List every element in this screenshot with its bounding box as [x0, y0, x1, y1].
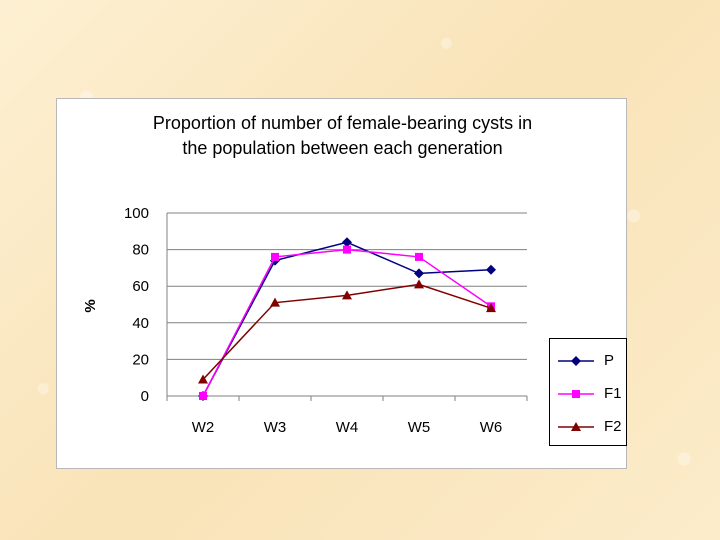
legend-item-f2: F2 [550, 417, 626, 437]
legend-item-p: P [550, 351, 626, 371]
point-p-w4 [342, 237, 352, 248]
x-tick-label-w4: W4 [336, 419, 359, 436]
legend-swatch-f1 [558, 390, 594, 398]
x-tick-label-w5: W5 [408, 419, 431, 436]
point-f1-w4 [343, 245, 351, 254]
point-f2-w6 [486, 303, 496, 313]
legend-swatch-f2 [558, 422, 594, 431]
point-f1-w5 [415, 252, 423, 261]
chart-title-line-2: the population between each generation [182, 138, 503, 158]
chart-area: Proportion of number of female-bearing c… [56, 98, 627, 469]
x-tick-label-w3: W3 [264, 419, 287, 436]
y-tick-label-20: 20 [132, 351, 149, 368]
point-f2-w4 [342, 290, 352, 300]
legend-label-p: P [604, 352, 615, 369]
x-tick-label-w2: W2 [192, 419, 215, 436]
x-tick-labels: W2 W3 W4 W5 W6 [192, 419, 503, 436]
gridlines [167, 212, 527, 360]
y-tick-labels: 0 20 40 60 80 100 [124, 205, 149, 405]
point-p-w6 [486, 264, 496, 275]
series-line-p [202, 241, 492, 397]
legend-label-f1: F1 [604, 385, 622, 402]
legend-item-f1: F1 [550, 384, 626, 404]
point-f2-w5 [414, 279, 424, 289]
chart-title-line-1: Proportion of number of female-bearing c… [152, 113, 533, 133]
legend: P F1 F2 [549, 338, 627, 446]
y-tick-label-0: 0 [141, 388, 149, 405]
legend-marker-f1 [572, 390, 580, 398]
x-tick-label-w6: W6 [480, 419, 503, 436]
legend-label-f2: F2 [604, 418, 622, 435]
y-tick-label-40: 40 [132, 315, 149, 332]
chart-plot: 0 20 40 60 80 100 W2 W3 W4 W5 W6 % [82, 205, 528, 436]
point-p-w5 [414, 268, 424, 279]
legend-marker-p [571, 356, 581, 366]
axes [166, 213, 528, 401]
series [198, 237, 496, 401]
y-tick-label-100: 100 [124, 205, 149, 222]
point-f2-w3 [270, 297, 280, 307]
y-axis-label: % [82, 299, 99, 312]
point-f2-w2 [198, 374, 208, 384]
y-tick-label-60: 60 [132, 278, 149, 295]
y-tick-label-80: 80 [132, 242, 149, 259]
point-f1-w3 [271, 252, 279, 261]
legend-marker-f2 [571, 422, 581, 431]
point-f1-w2 [199, 392, 207, 400]
legend-swatch-p [558, 356, 594, 366]
